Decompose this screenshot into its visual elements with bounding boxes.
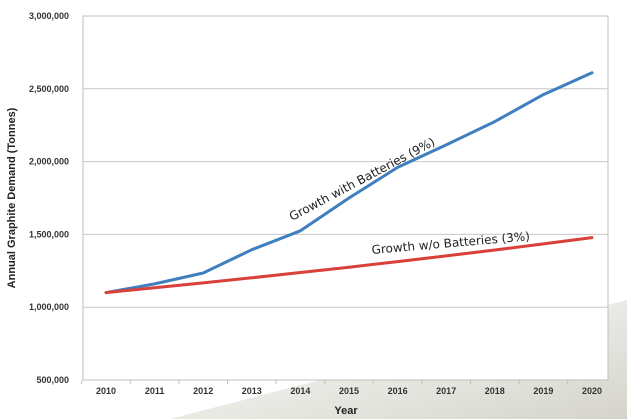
x-tick-label: 2015 xyxy=(339,386,359,396)
series-lines xyxy=(104,71,594,295)
y-tick-label: 1,500,000 xyxy=(29,229,69,239)
x-axis-ticks: 2010 2011 2012 2013 2014 2015 2016 2017 2018 2019… xyxy=(81,380,602,396)
y-tick-label: 2,000,000 xyxy=(29,157,69,167)
x-tick-label: 2011 xyxy=(145,386,165,396)
x-tick-label: 2014 xyxy=(290,386,310,396)
x-axis-title: Year xyxy=(334,405,358,417)
y-tick-label: 3,000,000 xyxy=(29,11,69,21)
y-tick-label: 1,000,000 xyxy=(29,302,69,312)
y-tick-label: 2,500,000 xyxy=(29,84,69,94)
x-tick-label: 2020 xyxy=(582,386,602,396)
y-axis-ticks: 500,000 1,000,000 1,500,000 2,000,000 2,500,… xyxy=(29,11,69,385)
gridlines xyxy=(83,88,608,308)
x-tick-label: 2018 xyxy=(485,386,505,396)
series-line-0 xyxy=(104,71,594,295)
series-line-1 xyxy=(104,236,594,295)
x-tick-label: 2017 xyxy=(436,386,456,396)
x-tick-label: 2016 xyxy=(388,386,408,396)
y-tick-label: 500,000 xyxy=(36,375,69,385)
x-tick-label: 2019 xyxy=(533,386,553,396)
x-tick-label: 2013 xyxy=(242,386,262,396)
x-tick-label: 2012 xyxy=(193,386,213,396)
plot-area xyxy=(82,15,609,381)
y-axis-title: Annual Graphite Demand (Tonnes) xyxy=(6,107,18,288)
x-tick-label: 2010 xyxy=(96,386,116,396)
